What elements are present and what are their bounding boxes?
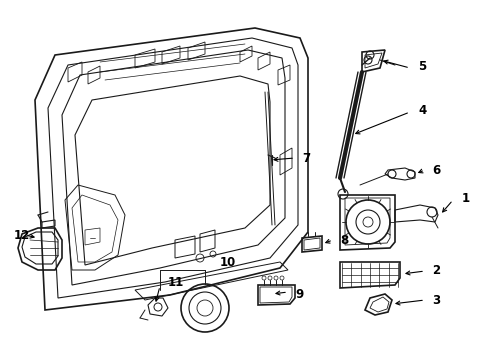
Text: 2: 2 <box>431 264 439 276</box>
Text: 1: 1 <box>461 192 469 204</box>
Text: 4: 4 <box>417 104 426 117</box>
Text: 9: 9 <box>294 288 303 301</box>
Text: 5: 5 <box>417 59 426 72</box>
Text: 10: 10 <box>220 256 236 269</box>
Text: 6: 6 <box>431 163 439 176</box>
Text: 8: 8 <box>339 234 347 247</box>
Text: 3: 3 <box>431 293 439 306</box>
Text: 11: 11 <box>168 276 184 289</box>
Text: 12: 12 <box>14 229 30 242</box>
Text: 7: 7 <box>302 152 309 165</box>
